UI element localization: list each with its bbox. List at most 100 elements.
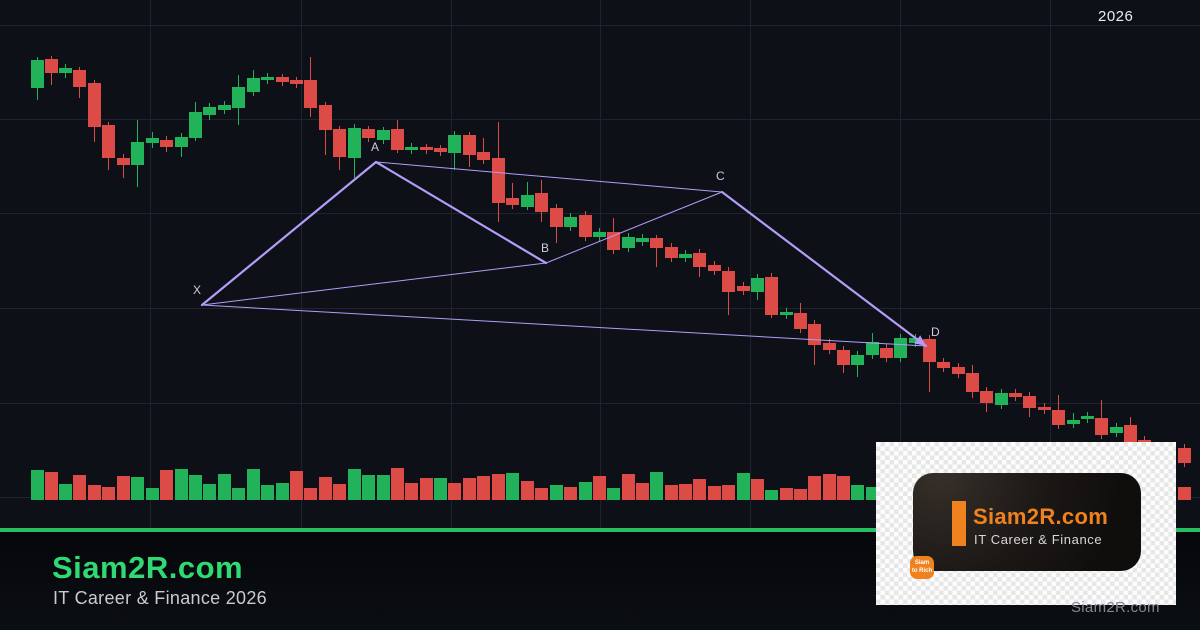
candle-body xyxy=(1023,396,1036,408)
volume-bar xyxy=(189,475,202,500)
volume-bar xyxy=(31,470,44,500)
volume-bar xyxy=(866,487,879,500)
candle-body xyxy=(550,208,563,227)
candle-body xyxy=(579,215,592,237)
candle-body xyxy=(160,140,173,147)
volume-bar xyxy=(304,488,317,500)
candle-body xyxy=(31,60,44,88)
volume-bar xyxy=(175,469,188,500)
volume-bar xyxy=(679,484,692,500)
candle-body xyxy=(405,147,418,150)
siam-to-rich-badge: Siam to Rich xyxy=(910,556,934,579)
logo-tagline-text: IT Career & Finance xyxy=(974,532,1103,547)
volume-bar xyxy=(319,477,332,500)
volume-bar xyxy=(218,474,231,500)
candle-body xyxy=(894,338,907,358)
candle-body xyxy=(880,348,893,358)
badge-line1: Siam xyxy=(914,559,930,566)
candle-body xyxy=(290,80,303,84)
candle-body xyxy=(794,313,807,329)
volume-bar xyxy=(117,476,130,500)
candle-body xyxy=(995,393,1008,405)
candle-body xyxy=(102,125,115,158)
candle-body xyxy=(980,391,993,403)
volume-bar xyxy=(506,473,519,500)
candle-body xyxy=(261,77,274,80)
volume-bar xyxy=(535,488,548,500)
pattern-label-D: D xyxy=(931,325,940,339)
candle-body xyxy=(189,112,202,138)
candle-body xyxy=(937,362,950,368)
candle-body xyxy=(1110,427,1123,433)
volume-bar xyxy=(765,490,778,500)
volume-bar xyxy=(146,488,159,500)
volume-bar xyxy=(377,475,390,500)
candle-body xyxy=(247,78,260,92)
candle-body xyxy=(693,253,706,267)
volume-bar xyxy=(131,477,144,500)
candle-body xyxy=(923,339,936,362)
pattern-line-XA xyxy=(200,160,378,307)
candle-body xyxy=(304,80,317,108)
volume-bar xyxy=(593,476,606,500)
watermark-text: Siam2R.com xyxy=(1071,599,1160,616)
candle-body xyxy=(679,254,692,258)
volume-bar xyxy=(362,475,375,500)
volume-bar xyxy=(737,473,750,500)
candle-body xyxy=(722,271,735,292)
candle-body xyxy=(377,130,390,140)
volume-bar xyxy=(492,474,505,500)
pattern-label-X: X xyxy=(193,283,201,297)
candle-body xyxy=(823,343,836,350)
green-divider-line xyxy=(0,528,1200,532)
candle-body xyxy=(665,247,678,258)
candle-body xyxy=(333,129,346,157)
pattern-line-AC xyxy=(375,161,723,193)
volume-bar xyxy=(665,485,678,500)
candle-body xyxy=(765,277,778,315)
volume-bar xyxy=(434,478,447,500)
volume-bar xyxy=(290,471,303,500)
candle-body xyxy=(59,68,72,73)
pattern-arrowhead xyxy=(914,335,926,346)
candle-body xyxy=(1052,410,1065,425)
candle-body xyxy=(535,193,548,212)
volume-bar xyxy=(564,487,577,500)
candle-body xyxy=(564,217,577,227)
volume-bar xyxy=(203,484,216,500)
volume-bar xyxy=(405,483,418,500)
volume-bar xyxy=(622,474,635,500)
year-label: 2026 xyxy=(1098,8,1134,25)
candle-body xyxy=(607,232,620,250)
candle-body xyxy=(909,338,922,343)
candle-body xyxy=(463,135,476,155)
candle-body xyxy=(232,87,245,108)
pattern-label-B: B xyxy=(541,241,549,255)
logo-dark-panel: Siam2R.com IT Career & Finance xyxy=(913,473,1141,571)
volume-bar xyxy=(708,486,721,500)
candle-body xyxy=(1095,418,1108,435)
candle-body xyxy=(708,265,721,271)
candle-body xyxy=(1081,416,1094,419)
logo-card: Siam2R.com IT Career & Finance Siam to R… xyxy=(876,442,1176,605)
candle-body xyxy=(851,355,864,365)
candle-body xyxy=(952,367,965,374)
volume-bar xyxy=(448,483,461,500)
candle-body xyxy=(1178,448,1191,463)
footer-brand-text: Siam2R.com xyxy=(52,550,244,585)
volume-bar xyxy=(851,485,864,500)
volume-bar xyxy=(751,479,764,500)
candle-body xyxy=(45,59,58,73)
volume-bar xyxy=(794,489,807,500)
volume-bar xyxy=(391,468,404,500)
volume-bar xyxy=(636,483,649,500)
candle-body xyxy=(73,70,86,87)
pattern-line-AB xyxy=(374,160,548,265)
candle-body xyxy=(117,158,130,165)
candle-body xyxy=(477,152,490,160)
volume-bar xyxy=(45,472,58,500)
candle-body xyxy=(521,195,534,207)
candle-body xyxy=(751,278,764,292)
pattern-line-XB xyxy=(201,262,547,306)
candle-body xyxy=(434,148,447,152)
